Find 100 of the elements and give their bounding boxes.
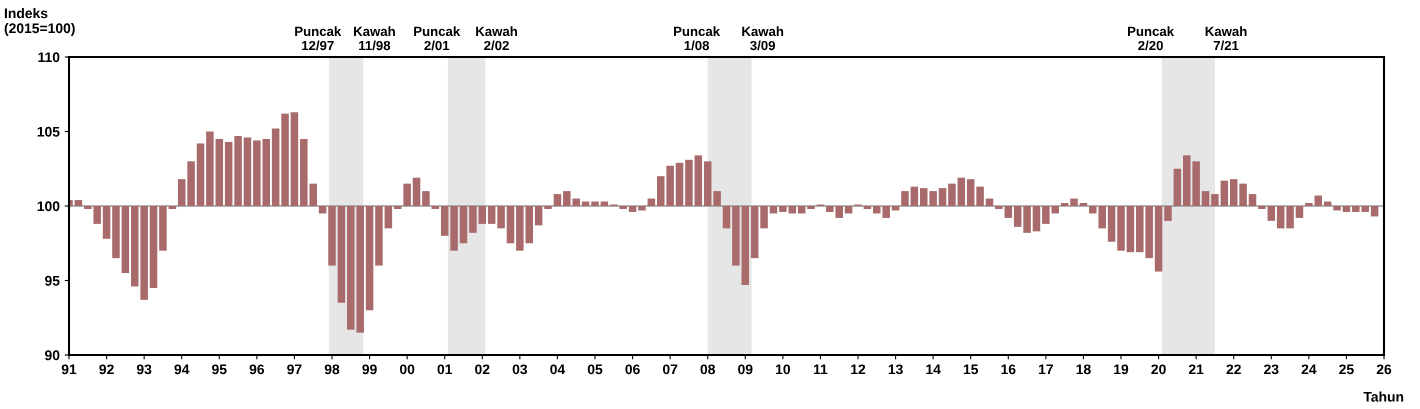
x-tick-label: 01: [437, 364, 453, 375]
bar: [487, 206, 496, 224]
x-tick-label: 26: [1376, 364, 1392, 375]
y-tick-label: 95: [45, 275, 60, 286]
x-tick-label: 24: [1301, 364, 1317, 375]
annotation: Puncak 12/97: [295, 26, 342, 51]
bar: [544, 206, 552, 209]
x-tick-label: 02: [475, 364, 490, 375]
y-axis-title: Indeks (2015=100): [4, 8, 75, 36]
bar: [215, 138, 224, 206]
x-tick-label: 06: [625, 364, 640, 375]
bar: [1248, 194, 1257, 206]
bar: [863, 206, 872, 209]
bar: [1370, 206, 1379, 217]
bar: [1023, 206, 1031, 233]
x-tick-label: 08: [700, 364, 716, 375]
x-tick-label: 20: [1151, 364, 1166, 375]
bar: [1295, 206, 1304, 218]
bar: [281, 113, 289, 206]
bar: [966, 179, 975, 206]
x-tick-label: 07: [662, 364, 678, 375]
bar: [1342, 206, 1351, 212]
bar: [675, 162, 684, 206]
bar: [1258, 206, 1266, 209]
x-tick-label: 96: [249, 364, 265, 375]
bar: [1154, 206, 1163, 272]
x-tick-label: 05: [587, 364, 603, 375]
bar: [1239, 183, 1247, 206]
bar: [1060, 203, 1069, 206]
x-tick-label: 12: [851, 364, 866, 375]
bar: [365, 206, 374, 311]
bar: [948, 183, 956, 206]
bar: [187, 161, 195, 206]
bar: [1004, 206, 1013, 218]
bar: [1276, 206, 1285, 229]
bar: [328, 206, 336, 266]
bar: [412, 177, 421, 206]
bar: [807, 206, 815, 209]
bar: [506, 206, 515, 244]
x-tick-label: 22: [1226, 364, 1241, 375]
x-tick-label: 18: [1076, 364, 1091, 375]
bar: [196, 143, 205, 206]
bar: [102, 206, 111, 239]
x-tick-label: 13: [888, 364, 903, 375]
bar: [1013, 206, 1022, 227]
x-tick-label: 91: [61, 364, 77, 375]
x-tick-label: 09: [738, 364, 753, 375]
x-tick-label: 19: [1114, 364, 1129, 375]
bar: [628, 206, 637, 212]
bar: [976, 186, 984, 206]
x-tick-label: 17: [1039, 364, 1053, 375]
annotation: Kawah 2/02: [476, 26, 517, 51]
bar: [375, 206, 383, 266]
bar: [722, 206, 731, 229]
bar: [901, 191, 909, 206]
bar: [469, 206, 477, 233]
bar: [1220, 180, 1229, 206]
x-tick-label: 11: [813, 364, 828, 375]
bar: [422, 191, 430, 206]
x-tick-label: 23: [1264, 364, 1279, 375]
bar: [750, 206, 759, 259]
bar: [1070, 198, 1078, 206]
x-tick-label: 00: [399, 364, 415, 375]
bar: [459, 206, 468, 244]
bar: [957, 177, 966, 206]
x-tick-label: 21: [1188, 364, 1204, 375]
bar: [440, 206, 449, 236]
bar: [591, 201, 599, 206]
bar: [1164, 206, 1172, 221]
bar: [149, 206, 158, 288]
bar: [112, 206, 120, 259]
bar: [177, 179, 186, 206]
y-tick-label: 100: [37, 201, 60, 212]
annotation: Kawah 3/09: [742, 26, 784, 51]
x-axis-title: Tahun: [1363, 391, 1404, 402]
bar: [271, 128, 280, 206]
bar: [234, 135, 242, 206]
bar: [703, 161, 712, 206]
bar: [1173, 168, 1182, 206]
annotation: Puncak 1/08: [674, 26, 721, 51]
y-tick-label: 90: [45, 350, 60, 361]
x-tick-label: 97: [287, 364, 302, 375]
x-tick-label: 98: [324, 364, 340, 375]
x-tick-label: 14: [926, 364, 941, 375]
bar: [1032, 206, 1041, 232]
bar: [393, 206, 402, 209]
bar: [431, 206, 440, 209]
bar: [1333, 206, 1341, 211]
bar: [910, 186, 919, 206]
bar: [403, 183, 411, 206]
bar: [1079, 203, 1088, 206]
x-tick-label: 92: [99, 364, 114, 375]
bar: [685, 159, 693, 206]
bar: [534, 206, 543, 226]
x-tick-label: 94: [174, 364, 190, 375]
x-tick-label: 93: [136, 364, 152, 375]
bar: [243, 137, 252, 206]
bar: [337, 206, 346, 303]
bar: [224, 141, 233, 206]
bar: [121, 206, 130, 274]
